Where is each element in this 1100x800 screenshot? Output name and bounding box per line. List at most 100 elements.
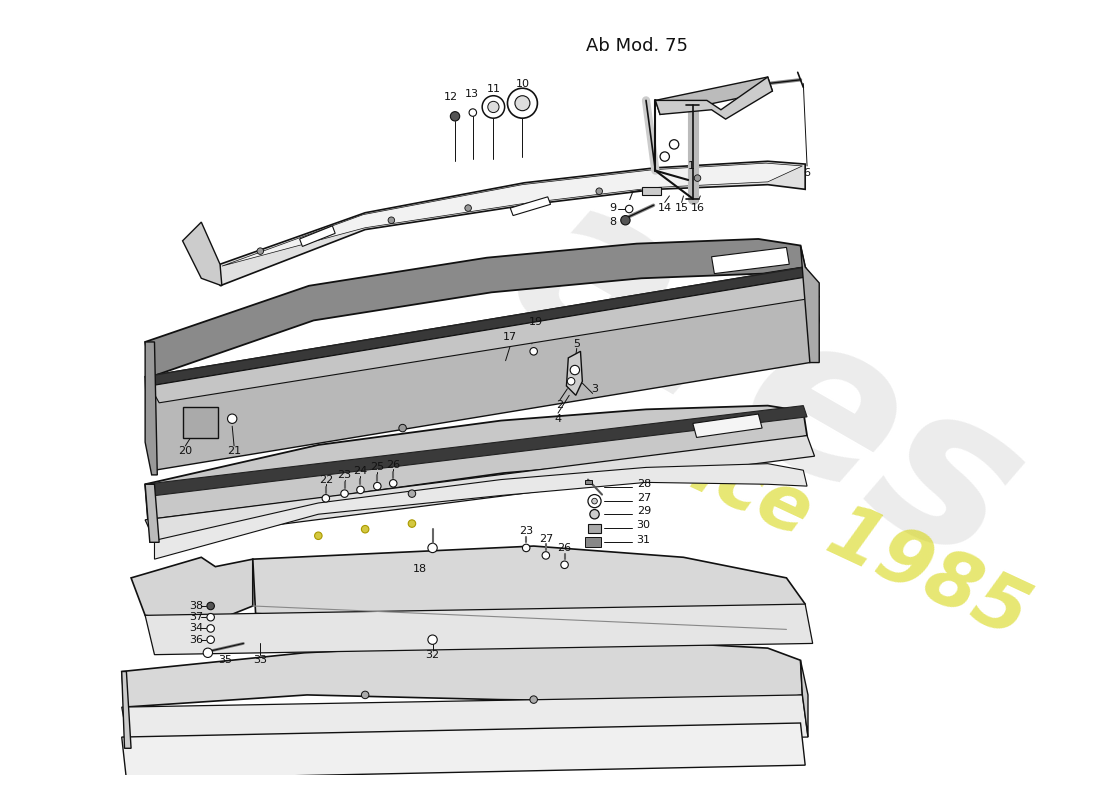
Circle shape — [592, 498, 597, 504]
Text: 28: 28 — [637, 479, 651, 490]
Text: 16: 16 — [691, 203, 704, 213]
Text: 26: 26 — [386, 460, 400, 470]
Text: 38: 38 — [189, 601, 204, 611]
Circle shape — [660, 152, 670, 162]
Polygon shape — [801, 660, 808, 737]
Text: 32: 32 — [426, 650, 440, 660]
Text: 5: 5 — [573, 339, 580, 349]
Polygon shape — [585, 537, 601, 547]
Text: 23: 23 — [519, 526, 534, 536]
Text: 12: 12 — [444, 92, 459, 102]
Circle shape — [507, 88, 538, 118]
Text: 3: 3 — [591, 384, 598, 394]
Text: 36: 36 — [189, 634, 204, 645]
Polygon shape — [122, 642, 802, 707]
Circle shape — [542, 552, 550, 559]
Circle shape — [428, 635, 437, 644]
Circle shape — [530, 347, 538, 355]
Circle shape — [588, 494, 601, 508]
Polygon shape — [145, 484, 160, 542]
Polygon shape — [801, 246, 820, 362]
Bar — [642, 186, 661, 195]
Text: 31: 31 — [637, 534, 651, 545]
Polygon shape — [145, 604, 813, 654]
Circle shape — [469, 109, 476, 116]
Polygon shape — [222, 163, 802, 266]
Circle shape — [626, 206, 632, 213]
Text: 4: 4 — [554, 414, 562, 424]
Text: 15: 15 — [674, 203, 689, 213]
Polygon shape — [253, 546, 805, 634]
Text: 8: 8 — [609, 217, 617, 227]
Polygon shape — [693, 414, 762, 438]
Circle shape — [374, 482, 381, 490]
Circle shape — [408, 490, 416, 498]
Circle shape — [568, 378, 575, 385]
Polygon shape — [183, 222, 222, 286]
Polygon shape — [510, 197, 550, 215]
Text: 33: 33 — [253, 655, 267, 666]
Polygon shape — [220, 162, 805, 286]
Circle shape — [207, 636, 215, 643]
Text: 17: 17 — [503, 332, 517, 342]
Text: 25: 25 — [371, 462, 384, 473]
Circle shape — [207, 614, 215, 621]
Text: 24: 24 — [353, 466, 367, 476]
Polygon shape — [299, 226, 336, 246]
Polygon shape — [145, 267, 820, 470]
Circle shape — [207, 602, 215, 610]
Polygon shape — [145, 406, 807, 497]
Text: 34: 34 — [189, 623, 204, 634]
Circle shape — [362, 526, 369, 533]
Circle shape — [482, 96, 505, 118]
Polygon shape — [145, 239, 805, 377]
Circle shape — [257, 248, 264, 254]
Circle shape — [315, 532, 322, 539]
Circle shape — [228, 414, 236, 423]
Circle shape — [356, 486, 364, 494]
Text: 23: 23 — [338, 470, 352, 480]
Text: 35: 35 — [218, 655, 232, 666]
Polygon shape — [150, 277, 820, 403]
Text: 1: 1 — [688, 161, 694, 171]
Text: 29: 29 — [637, 506, 651, 517]
Text: 21: 21 — [227, 446, 241, 457]
Circle shape — [207, 625, 215, 632]
Text: 18: 18 — [412, 563, 427, 574]
Circle shape — [596, 188, 603, 194]
Polygon shape — [712, 247, 790, 274]
Text: 27: 27 — [637, 494, 651, 503]
Circle shape — [570, 366, 580, 374]
Text: 26: 26 — [558, 543, 572, 553]
Text: 11: 11 — [486, 84, 500, 94]
Text: 7: 7 — [627, 192, 634, 202]
Polygon shape — [656, 77, 772, 119]
Circle shape — [428, 543, 437, 553]
Polygon shape — [145, 435, 814, 541]
Circle shape — [522, 544, 530, 552]
Circle shape — [694, 175, 701, 182]
Polygon shape — [122, 671, 131, 748]
Text: 22: 22 — [319, 474, 333, 485]
Text: 14: 14 — [658, 203, 672, 213]
Polygon shape — [656, 77, 772, 114]
Circle shape — [389, 479, 397, 487]
Text: 6: 6 — [804, 169, 811, 178]
Circle shape — [204, 648, 212, 658]
Circle shape — [465, 205, 472, 211]
Circle shape — [515, 96, 530, 110]
Polygon shape — [145, 342, 157, 475]
Circle shape — [399, 424, 406, 432]
Text: 30: 30 — [637, 521, 651, 530]
Text: 37: 37 — [189, 612, 204, 622]
Text: 2: 2 — [557, 400, 563, 410]
Circle shape — [450, 112, 460, 121]
Text: 10: 10 — [516, 78, 529, 89]
Text: 27: 27 — [539, 534, 553, 543]
Circle shape — [561, 561, 569, 569]
Circle shape — [590, 510, 600, 519]
Circle shape — [620, 215, 630, 225]
Circle shape — [341, 490, 349, 498]
Polygon shape — [122, 723, 805, 779]
Polygon shape — [122, 695, 808, 748]
